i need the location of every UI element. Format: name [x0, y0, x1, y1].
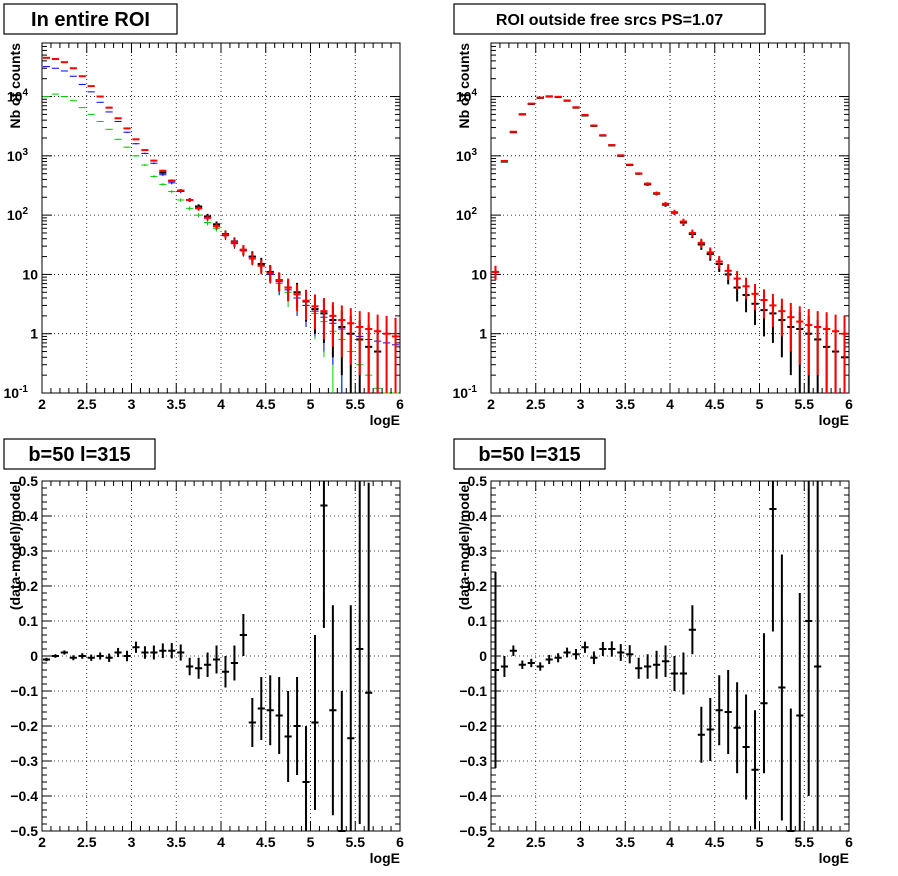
y-tick-label: −0.1 — [10, 683, 38, 699]
x-axis-label: logE — [370, 850, 400, 866]
panel-2: 2 2.5 3 3.5 4 4.5 5 5.5 610-1110102103104logENb … — [453, 3, 853, 428]
y-tick-label: −0.1 — [459, 683, 487, 699]
y-tick-label: −0.3 — [10, 753, 38, 769]
y-tick-label: −0.2 — [10, 718, 38, 734]
chart-title: In entire ROI — [31, 9, 150, 31]
y-tick-label: 1 — [30, 326, 38, 342]
chart-title: b=50 l=315 — [28, 444, 130, 466]
x-tick-label: 3.5 — [167, 396, 187, 412]
chart-title: b=50 l=315 — [478, 444, 580, 466]
x-tick-label: 4 — [666, 834, 674, 850]
x-tick-label: 5 — [307, 396, 315, 412]
y-tick-label: 0.2 — [468, 578, 488, 594]
x-tick-label: 6 — [396, 834, 404, 850]
x-tick-label: 2 — [487, 396, 495, 412]
x-tick-label: 3 — [128, 834, 136, 850]
y-tick-label: 0.4 — [468, 508, 488, 524]
y-tick-label: 0 — [30, 648, 38, 664]
y-tick-label: −0.5 — [10, 823, 38, 839]
y-tick-label: 0.3 — [19, 543, 39, 559]
y-axis-label: Nb of counts — [456, 43, 472, 129]
x-tick-label: 2 — [38, 834, 46, 850]
title-box — [3, 3, 178, 35]
x-axis-label: logE — [819, 412, 849, 428]
y-tick-label: 0.1 — [19, 613, 39, 629]
y-tick-label: 1 — [479, 326, 487, 342]
x-tick-label: 5 — [307, 834, 315, 850]
x-tick-label: 5.5 — [795, 834, 815, 850]
y-axis-label: (data-model)/model — [456, 481, 472, 610]
y-tick-label: −0.5 — [459, 823, 487, 839]
x-tick-label: 5.5 — [795, 396, 815, 412]
y-tick-label: 10 — [22, 266, 38, 282]
x-tick-label: 4 — [217, 834, 225, 850]
x-tick-label: 4 — [666, 396, 674, 412]
panel-4: 2 2.5 3 3.5 4 4.5 5 5.5 6 −0.5 −0.4 −0.3 −0.2 −0.1 0 0.… — [453, 438, 853, 866]
x-tick-label: 2 — [38, 396, 46, 412]
panel-3: 2 2.5 3 3.5 4 4.5 5 5.5 6 −0.5 −0.4 −0.3 −0.2 −0.1 0 0.… — [3, 438, 404, 866]
series-4 — [42, 56, 400, 393]
x-tick-label: 4 — [217, 396, 225, 412]
title-box — [3, 438, 156, 470]
x-tick-label: 6 — [845, 834, 853, 850]
x-tick-label: 2.5 — [526, 396, 546, 412]
x-tick-label: 5 — [756, 396, 764, 412]
y-axis-label: Nb of counts — [7, 43, 23, 129]
x-tick-label: 3.5 — [167, 834, 187, 850]
x-tick-label: 3 — [577, 396, 585, 412]
x-tick-label: 5 — [756, 834, 764, 850]
y-tick-label: 0.4 — [19, 508, 39, 524]
y-tick-label: 0.3 — [468, 543, 488, 559]
x-tick-label: 5.5 — [346, 834, 366, 850]
series-1 — [491, 481, 822, 832]
y-axis-label: (data-model)/model — [7, 481, 23, 610]
x-tick-label: 3 — [577, 834, 585, 850]
panel-1: 2 2.5 3 3.5 4 4.5 5 5.5 610-1110102103104logENb … — [3, 3, 404, 428]
y-tick-label: 0.5 — [468, 473, 488, 489]
y-tick-label: −0.4 — [459, 788, 487, 804]
y-tick-label: −0.4 — [10, 788, 38, 804]
y-tick-label: 0 — [479, 648, 487, 664]
title-box — [453, 438, 606, 470]
series-2 — [491, 95, 849, 393]
y-tick-label: 0.1 — [468, 613, 488, 629]
x-tick-label: 3.5 — [616, 396, 636, 412]
y-tick-label: 0.2 — [19, 578, 39, 594]
x-tick-label: 2.5 — [77, 834, 97, 850]
chart-title: ROI outside free srcs PS=1.07 — [496, 12, 723, 29]
x-tick-label: 2.5 — [526, 834, 546, 850]
x-tick-label: 6 — [396, 396, 404, 412]
x-tick-label: 3.5 — [616, 834, 636, 850]
y-tick-label: −0.3 — [459, 753, 487, 769]
x-tick-label: 2 — [487, 834, 495, 850]
series-1 — [42, 481, 373, 832]
x-tick-label: 3 — [128, 396, 136, 412]
y-tick-label: 0.5 — [19, 473, 39, 489]
x-tick-label: 2.5 — [77, 396, 97, 412]
x-tick-label: 4.5 — [705, 834, 725, 850]
title-box — [453, 3, 766, 35]
x-tick-label: 4.5 — [705, 396, 725, 412]
x-tick-label: 6 — [845, 396, 853, 412]
y-tick-label: −0.2 — [459, 718, 487, 734]
x-axis-label: logE — [819, 850, 849, 866]
x-tick-label: 4.5 — [256, 834, 276, 850]
x-axis-label: logE — [370, 412, 400, 428]
x-tick-label: 5.5 — [346, 396, 366, 412]
x-tick-label: 4.5 — [256, 396, 276, 412]
y-tick-label: 10 — [471, 266, 487, 282]
